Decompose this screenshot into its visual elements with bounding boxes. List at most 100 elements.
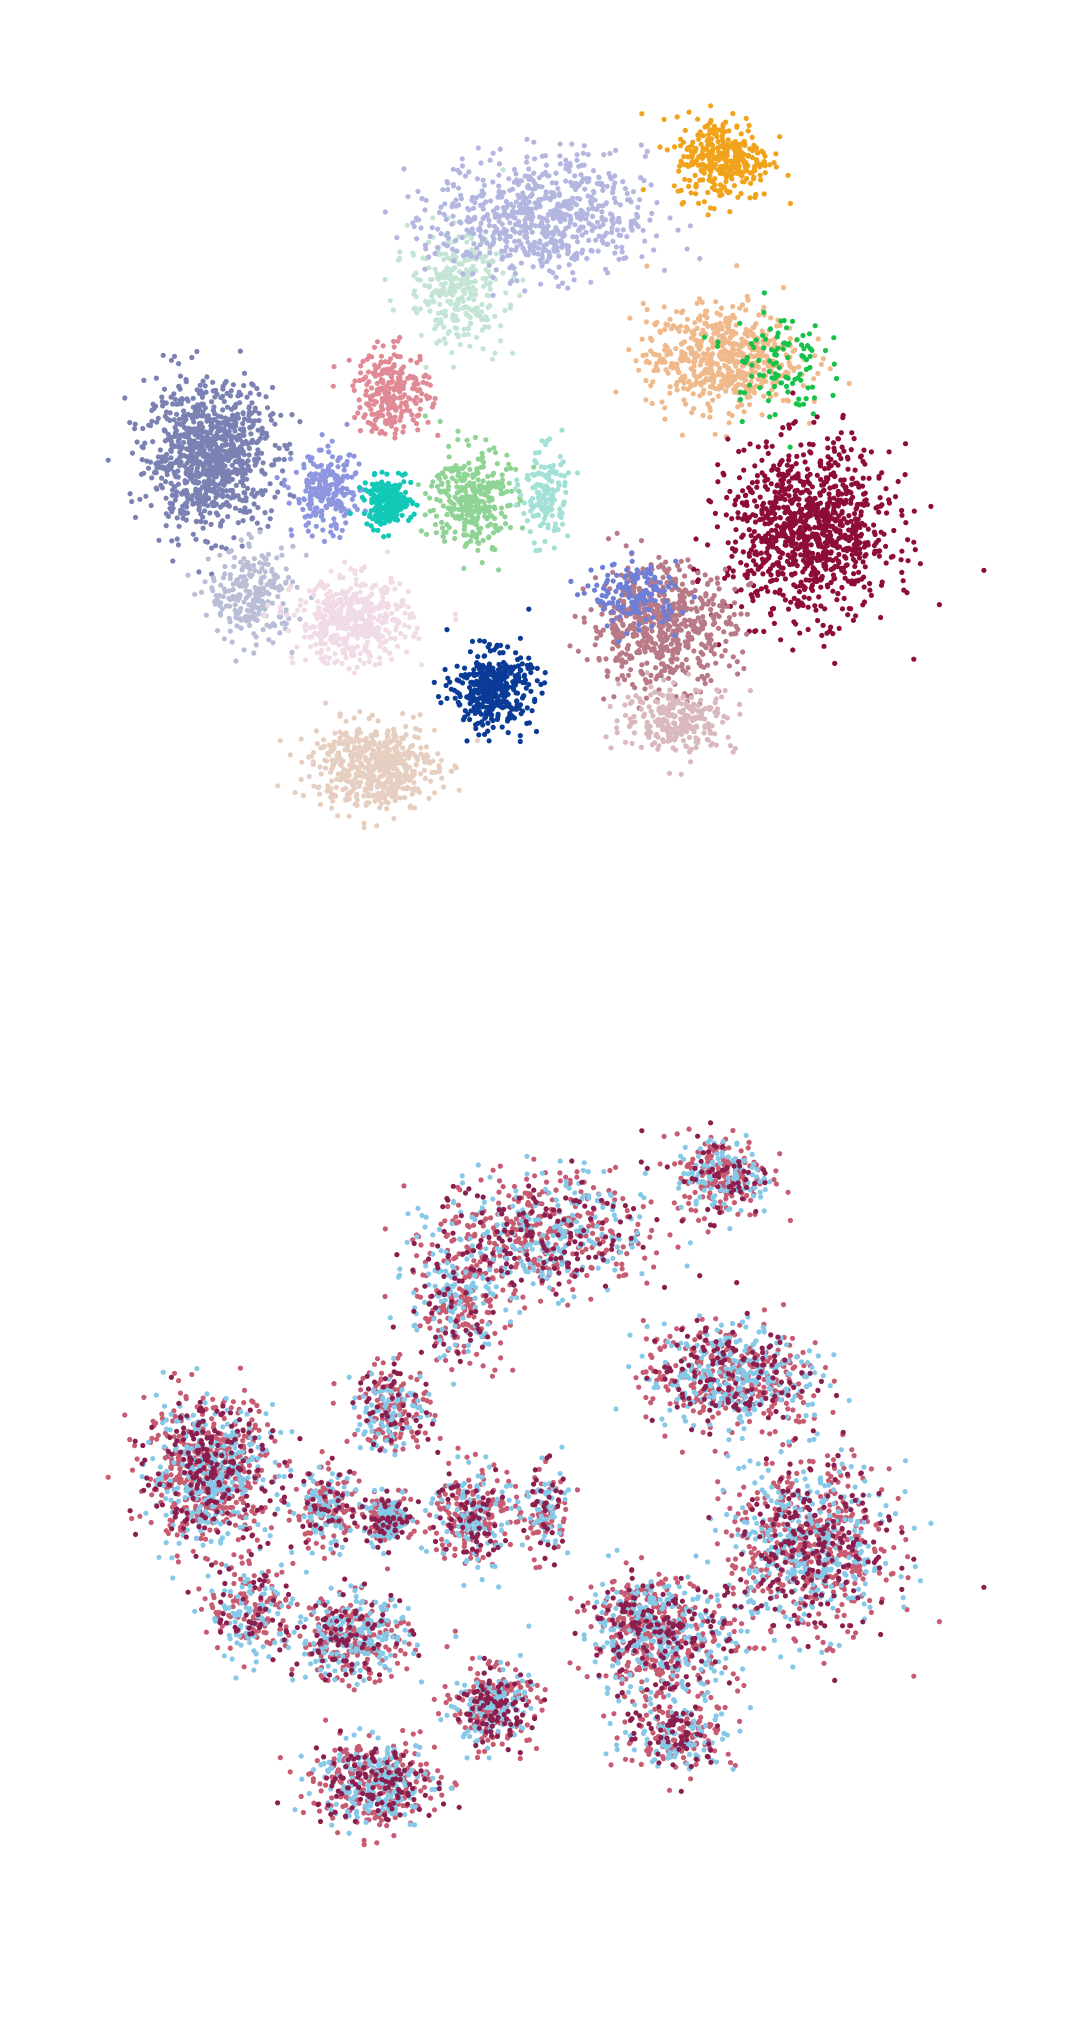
scatter-point: [185, 429, 191, 435]
scatter-point: [752, 519, 759, 525]
scatter-point: [507, 187, 513, 193]
scatter-point: [234, 471, 240, 477]
scatter-point: [145, 465, 152, 471]
scatter-point: [394, 492, 400, 498]
scatter-point: [377, 511, 383, 518]
scatter-point: [574, 152, 580, 158]
scatter-point: [784, 397, 790, 403]
scatter-point: [676, 328, 682, 334]
scatter-point: [584, 211, 590, 217]
scatter-point: [249, 491, 255, 497]
scatter-point: [311, 509, 317, 515]
scatter-point: [459, 475, 465, 481]
scatter-point: [550, 493, 556, 499]
scatter-point: [460, 288, 466, 294]
scatter-point: [506, 176, 512, 182]
scatter-point: [524, 159, 530, 165]
scatter-point: [751, 390, 758, 396]
scatter-point: [489, 544, 495, 550]
scatter-point: [354, 506, 360, 512]
scatter-point: [503, 199, 509, 205]
scatter-point: [756, 357, 762, 363]
scatter-point: [308, 513, 314, 519]
scatter-point: [737, 320, 743, 326]
scatter-point: [480, 258, 486, 264]
scatter-point: [685, 326, 691, 332]
scatter-point: [166, 465, 173, 471]
scatter-point: [710, 178, 716, 184]
scatter-point: [288, 456, 294, 462]
scatter-point: [329, 454, 336, 460]
scatter-point: [365, 419, 371, 425]
scatter-point: [493, 251, 499, 257]
scatter-point: [424, 395, 430, 402]
scatter-point: [238, 574, 244, 580]
scatter-point: [767, 358, 773, 364]
scatter-point: [560, 280, 566, 286]
scatter-point: [328, 501, 334, 507]
scatter-point: [187, 447, 193, 453]
scatter-point: [194, 465, 200, 471]
scatter-point: [480, 537, 486, 544]
scatter-point: [811, 376, 817, 382]
scatter-point: [805, 626, 811, 633]
scatter-point: [928, 503, 934, 509]
scatter-point: [203, 612, 209, 618]
scatter-point: [520, 190, 526, 196]
scatter-point: [512, 229, 518, 235]
scatter-point: [739, 418, 745, 425]
scatter-point: [803, 396, 809, 402]
scatter-point: [412, 288, 418, 294]
scatter-point: [378, 353, 385, 359]
scatter-point: [251, 631, 257, 637]
scatter-point: [270, 621, 276, 627]
scatter-point: [479, 486, 485, 492]
scatter-point: [442, 466, 449, 472]
scatter-point: [726, 172, 733, 178]
scatter-point: [415, 482, 421, 488]
scatter-point: [395, 470, 402, 476]
scatter-point: [240, 564, 246, 570]
scatter-point: [223, 453, 229, 459]
scatter-point: [326, 463, 332, 469]
scatter-point: [479, 450, 485, 456]
scatter-point: [487, 250, 493, 256]
scatter-point: [281, 456, 287, 463]
scatter-point: [797, 371, 803, 377]
scatter-point: [242, 467, 248, 473]
scatter-point: [642, 153, 649, 159]
scatter-point: [710, 344, 716, 350]
scatter-point: [831, 335, 837, 341]
scatter-point: [724, 146, 730, 152]
scatter-point: [653, 233, 660, 239]
scatter-point: [667, 215, 673, 221]
scatter-point: [423, 364, 429, 370]
scatter-point: [265, 551, 271, 558]
scatter-point: [441, 256, 447, 262]
scatter-point: [783, 383, 790, 389]
scatter-point: [777, 134, 783, 140]
scatter-point: [494, 205, 500, 211]
scatter-point: [883, 543, 889, 549]
scatter-point: [505, 503, 511, 509]
scatter-point: [392, 414, 398, 420]
scatter-point: [600, 187, 606, 193]
scatter-point: [363, 388, 370, 394]
scatter-point: [320, 468, 326, 474]
scatter-point: [560, 459, 566, 465]
scatter-point: [443, 268, 449, 275]
scatter-point: [430, 507, 436, 513]
scatter-point: [620, 179, 626, 185]
scatter-point: [326, 487, 332, 493]
scatter-point: [266, 637, 272, 643]
scatter-point: [802, 459, 808, 465]
scatter-point: [288, 527, 294, 533]
scatter-point: [413, 394, 420, 400]
scatter-point: [498, 525, 504, 531]
scatter-point: [368, 523, 374, 529]
scatter-point: [486, 222, 493, 229]
scatter-point: [456, 470, 462, 476]
scatter-point: [827, 366, 833, 372]
scatter-point: [176, 361, 182, 367]
scatter-point: [735, 515, 741, 521]
